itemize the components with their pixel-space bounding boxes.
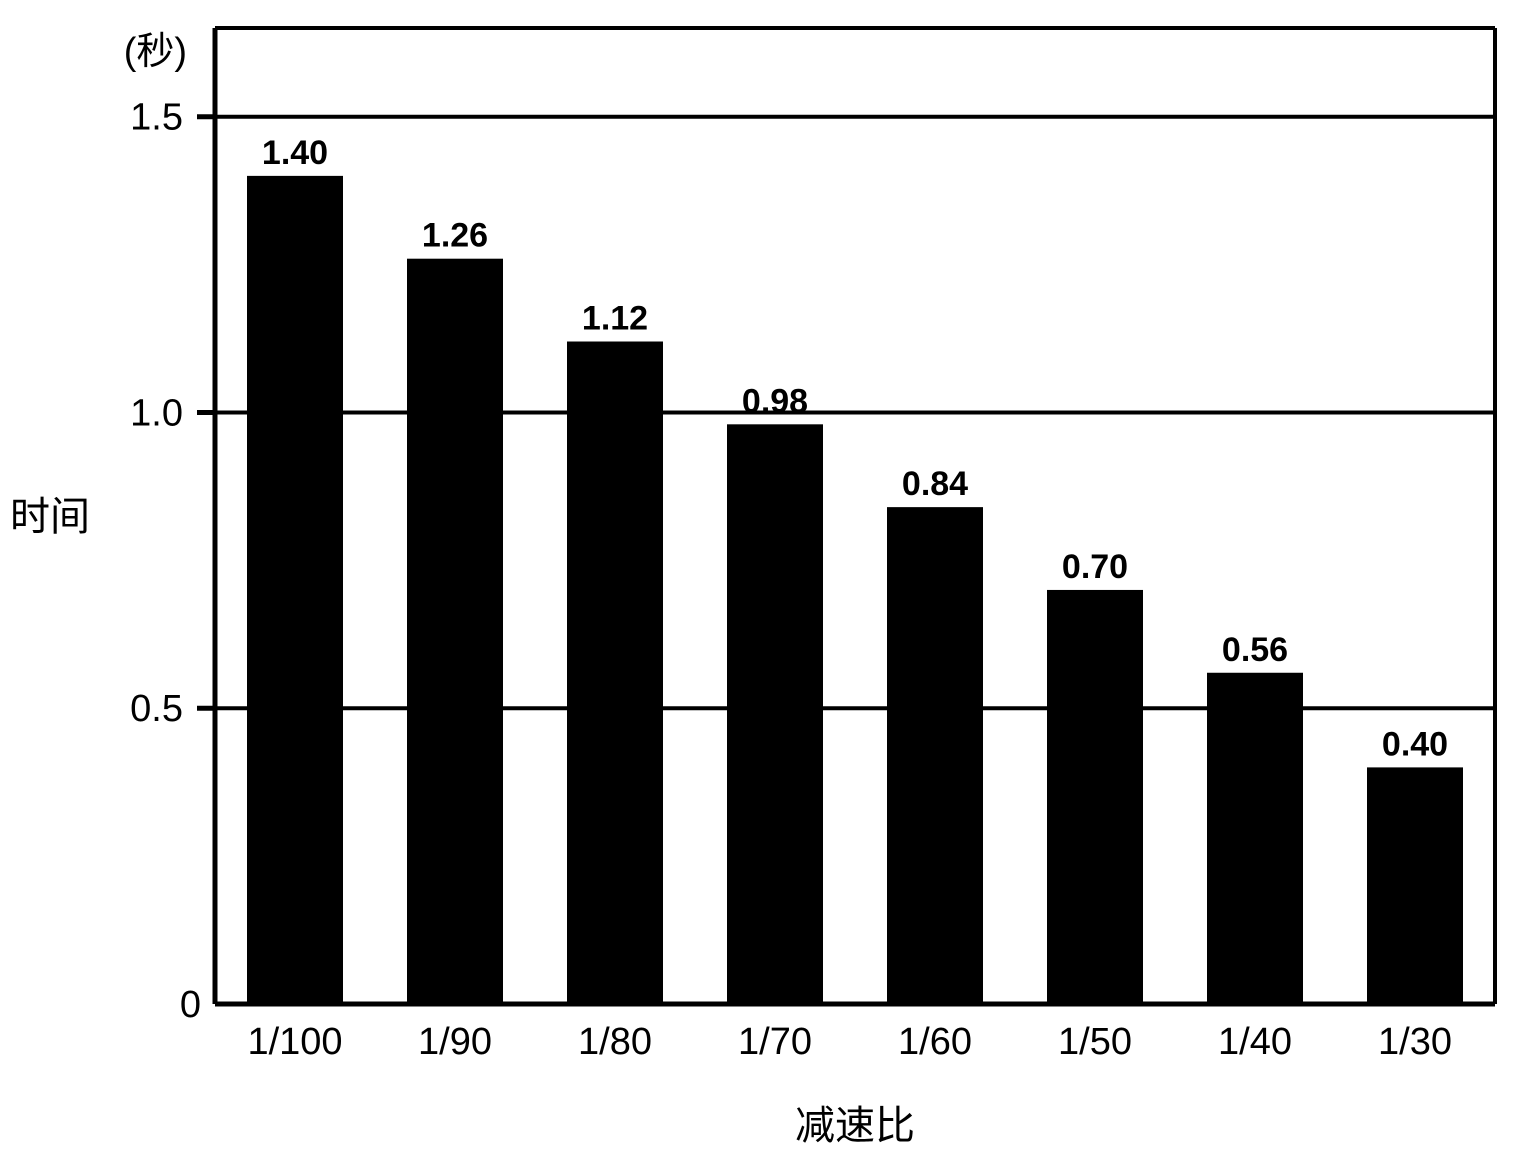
bar — [1047, 590, 1143, 1004]
y-tick-label: 0 — [180, 984, 201, 1026]
bar — [247, 176, 343, 1004]
value-label: 0.98 — [742, 382, 808, 420]
x-axis-label: 减速比 — [795, 1104, 915, 1148]
x-tick-label: 1/70 — [738, 1021, 812, 1063]
y-tick-label: 0.5 — [130, 688, 183, 730]
bar — [887, 507, 983, 1004]
x-tick-label: 1/30 — [1378, 1021, 1452, 1063]
x-tick-label: 1/50 — [1058, 1021, 1132, 1063]
value-label: 1.40 — [262, 134, 328, 172]
value-label: 0.84 — [902, 465, 968, 503]
value-label: 0.56 — [1222, 631, 1288, 669]
y-axis-label: 时间 — [10, 495, 90, 539]
x-tick-label: 1/40 — [1218, 1021, 1292, 1063]
value-label: 1.26 — [422, 217, 488, 255]
x-tick-label: 1/80 — [578, 1021, 652, 1063]
value-label: 0.40 — [1382, 725, 1448, 763]
x-tick-label: 1/90 — [418, 1021, 492, 1063]
bar — [727, 424, 823, 1004]
bar-chart: 1.40 1.26 1.12 0.98 0.84 0.70 0.56 0.40 1/100 1/9… — [0, 0, 1528, 1159]
bar — [1367, 767, 1463, 1004]
y-tick-label: 1.0 — [130, 392, 183, 434]
value-label: 1.12 — [582, 300, 648, 338]
bar — [407, 259, 503, 1004]
value-label: 0.70 — [1062, 548, 1128, 586]
x-tick-label: 1/60 — [898, 1021, 972, 1063]
x-tick-label: 1/100 — [247, 1021, 342, 1063]
unit-label: (秒) — [124, 31, 187, 73]
chart-stage: 1.40 1.26 1.12 0.98 0.84 0.70 0.56 0.40 1/100 1/9… — [0, 0, 1528, 1159]
y-tick-label: 1.5 — [130, 97, 183, 139]
bar — [1207, 673, 1303, 1004]
bar — [567, 342, 663, 1004]
